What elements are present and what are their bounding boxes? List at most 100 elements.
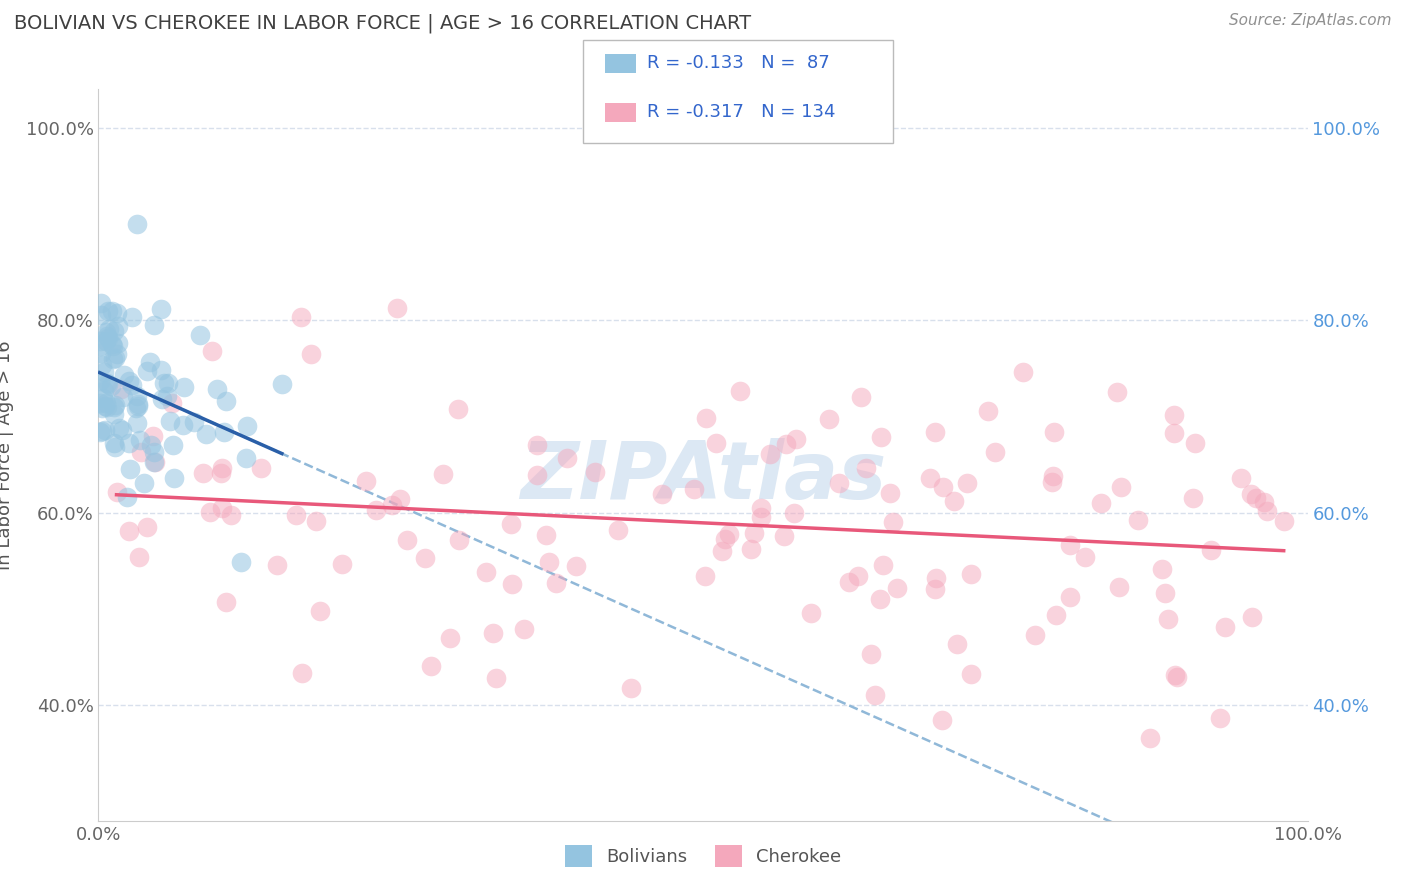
- Point: [1150, 562, 1173, 576]
- Point: [1111, 480, 1133, 494]
- Point: [118, 524, 141, 539]
- Point: [100, 379, 122, 393]
- Point: [96, 400, 118, 414]
- Point: [432, 467, 454, 481]
- Point: [1045, 607, 1067, 622]
- Point: [211, 461, 233, 475]
- Point: [1126, 513, 1149, 527]
- Point: [291, 665, 314, 680]
- Text: Source: ZipAtlas.com: Source: ZipAtlas.com: [1229, 13, 1392, 29]
- Point: [101, 339, 124, 353]
- Point: [920, 471, 942, 485]
- Point: [1244, 491, 1267, 505]
- Point: [711, 544, 734, 558]
- Point: [156, 390, 179, 404]
- Point: [413, 550, 436, 565]
- Point: [214, 425, 236, 439]
- Point: [718, 527, 741, 541]
- Point: [1042, 425, 1064, 439]
- Point: [97, 322, 120, 336]
- Text: R = -0.133   N =  87: R = -0.133 N = 87: [647, 54, 830, 72]
- Point: [89, 425, 111, 439]
- Point: [544, 575, 567, 590]
- Point: [200, 505, 222, 519]
- Point: [94, 423, 117, 437]
- Point: [103, 435, 125, 450]
- Point: [449, 533, 471, 547]
- Point: [1059, 538, 1081, 552]
- Point: [366, 502, 388, 516]
- Point: [118, 435, 141, 450]
- Point: [620, 681, 643, 696]
- Point: [103, 400, 125, 414]
- Point: [96, 396, 118, 410]
- Point: [94, 325, 117, 339]
- Point: [127, 399, 149, 413]
- Point: [869, 592, 891, 607]
- Point: [749, 500, 772, 515]
- Point: [606, 523, 628, 537]
- Point: [135, 520, 157, 534]
- Point: [127, 217, 149, 231]
- Point: [104, 351, 127, 366]
- Point: [107, 318, 129, 333]
- Point: [447, 402, 470, 417]
- Point: [125, 389, 148, 403]
- Point: [1163, 409, 1185, 423]
- Point: [104, 398, 127, 412]
- Point: [299, 347, 322, 361]
- Point: [112, 368, 135, 382]
- Point: [284, 508, 307, 523]
- Point: [157, 376, 180, 390]
- Point: [848, 569, 870, 583]
- Point: [309, 604, 332, 618]
- Point: [215, 394, 238, 409]
- Point: [235, 419, 257, 434]
- Point: [526, 468, 548, 483]
- Point: [101, 337, 124, 351]
- Point: [1272, 515, 1295, 529]
- Point: [785, 432, 807, 446]
- Point: [1024, 628, 1046, 642]
- Point: [439, 631, 461, 645]
- Point: [143, 445, 166, 459]
- Y-axis label: In Labor Force | Age > 16: In Labor Force | Age > 16: [0, 340, 14, 570]
- Point: [111, 423, 134, 437]
- Point: [105, 485, 128, 500]
- Point: [1040, 475, 1063, 490]
- Point: [160, 395, 183, 409]
- Point: [924, 582, 946, 596]
- Point: [1256, 504, 1278, 518]
- Point: [125, 401, 148, 416]
- Point: [94, 399, 117, 413]
- Point: [485, 671, 508, 685]
- Point: [103, 407, 125, 421]
- Point: [150, 301, 173, 316]
- Point: [290, 310, 312, 325]
- Point: [695, 411, 717, 425]
- Point: [740, 542, 762, 557]
- Point: [195, 426, 218, 441]
- Legend: Bolivians, Cherokee: Bolivians, Cherokee: [558, 838, 848, 874]
- Point: [89, 339, 111, 353]
- Point: [879, 486, 901, 500]
- Point: [94, 334, 117, 349]
- Point: [800, 606, 823, 620]
- Point: [162, 438, 184, 452]
- Point: [1059, 590, 1081, 604]
- Point: [773, 529, 796, 543]
- Point: [159, 414, 181, 428]
- Point: [749, 509, 772, 524]
- Point: [499, 517, 522, 532]
- Point: [501, 576, 523, 591]
- Point: [959, 567, 981, 582]
- Point: [163, 470, 186, 484]
- Point: [107, 335, 129, 350]
- Point: [117, 490, 139, 504]
- Point: [526, 438, 548, 452]
- Point: [925, 571, 948, 585]
- Point: [706, 436, 728, 450]
- Point: [270, 376, 292, 391]
- Point: [1074, 549, 1097, 564]
- Point: [882, 515, 904, 529]
